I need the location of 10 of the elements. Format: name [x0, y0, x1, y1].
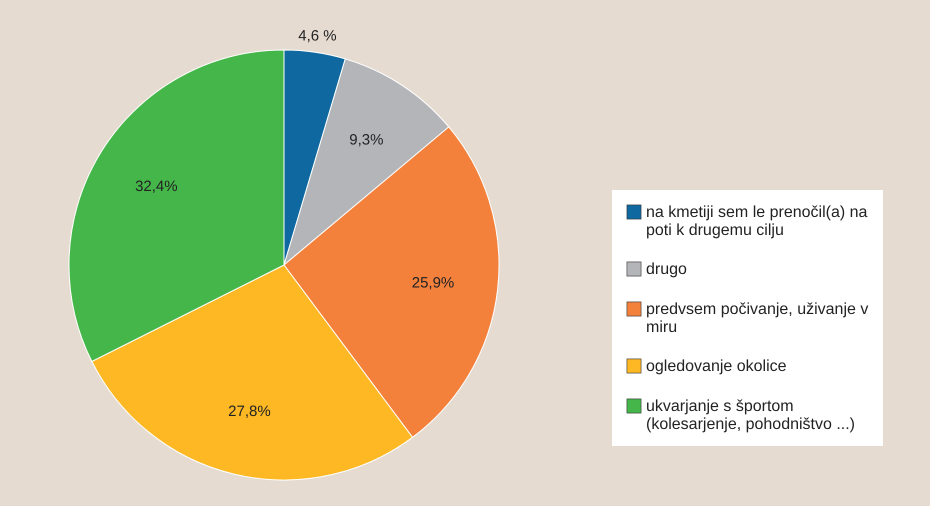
legend-label: ogledovanje okolice [646, 358, 787, 375]
legend-label: ukvarjanje s športom (kolesarjenje, pohodništvo ...) [646, 398, 855, 433]
legend-label: predvsem počivanje, uživanje v miru [646, 301, 868, 336]
data-label: 9,3% [349, 132, 384, 149]
data-label: 25,9% [412, 274, 454, 292]
legend-label: drugo [646, 261, 688, 278]
data-label: 27,8% [228, 402, 271, 420]
data-label: 4,6 % [298, 27, 337, 44]
legend-label: na kmetiji sem le prenočil(a) na poti k drugemu cilju [646, 204, 868, 239]
data-label: 32,4% [135, 178, 178, 196]
